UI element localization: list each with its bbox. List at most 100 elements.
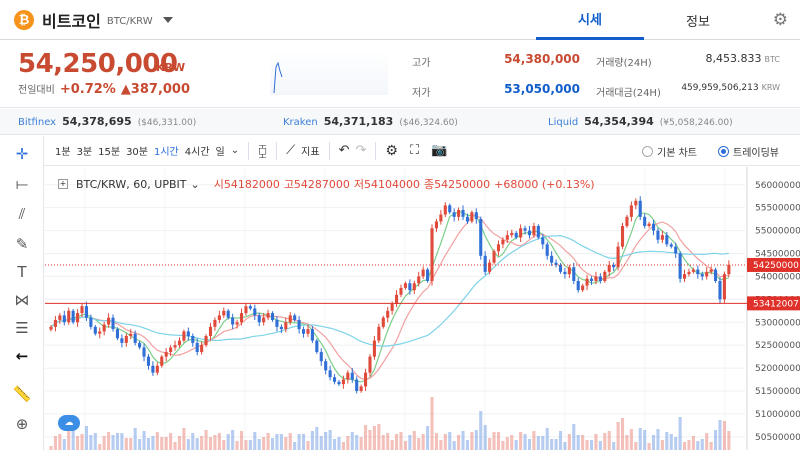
candle — [315, 340, 319, 353]
candle — [377, 326, 381, 341]
trend-line-icon[interactable]: ⟝ — [15, 175, 29, 193]
candle — [678, 253, 682, 279]
volume-bar — [71, 427, 75, 450]
candle — [421, 269, 425, 277]
price-unit: KRW — [156, 61, 186, 74]
indicator-button[interactable]: 지표 — [301, 147, 320, 158]
settings-icon[interactable]: ⚙ — [385, 142, 398, 159]
candle — [651, 223, 656, 231]
volume-bar — [364, 425, 368, 450]
candle — [567, 267, 571, 275]
volume-bar — [49, 446, 53, 450]
interval-3m[interactable]: 3분 — [76, 147, 93, 158]
camera-icon[interactable]: 📷 — [431, 143, 448, 158]
fullscreen-icon[interactable]: ⛶ — [409, 143, 420, 158]
candle — [665, 235, 669, 245]
price-tick-label: 53000000 — [755, 318, 800, 328]
volume-bar — [634, 442, 638, 450]
candle — [288, 315, 292, 323]
candle — [439, 214, 443, 222]
exchange-foreign-price: (¥5,058,246.00) — [659, 118, 733, 128]
zoom-in-icon[interactable]: ⊕ — [15, 415, 29, 433]
undo-icon[interactable]: ↶ — [338, 143, 350, 158]
redo-icon[interactable]: ↷ — [355, 143, 367, 158]
candle — [612, 264, 616, 268]
brush-icon[interactable]: ✎ — [15, 235, 29, 253]
tradingview-option[interactable]: 트레이딩뷰 — [718, 144, 779, 159]
radio-basic-chart[interactable] — [642, 146, 653, 157]
volume-bar — [288, 433, 292, 450]
interval-30m[interactable]: 30분 — [126, 147, 148, 158]
candle — [603, 271, 607, 281]
exchange-item: Liquid 54,354,394 (¥5,058,246.00) — [548, 115, 733, 128]
candle — [426, 269, 430, 281]
volume-bar — [120, 433, 124, 450]
candle — [700, 274, 704, 277]
ruler-icon[interactable]: 📏 — [12, 385, 32, 403]
parallel-lines-icon[interactable]: ⫽ — [18, 205, 26, 223]
volume-bar — [567, 434, 571, 450]
detail-tabs: 시세 정보 — [536, 0, 752, 40]
candle — [53, 319, 57, 327]
volume-bar — [603, 433, 607, 450]
volume-bar — [222, 440, 226, 450]
volume-bar — [328, 430, 332, 450]
interval-4h[interactable]: 4시간 — [184, 147, 210, 158]
collapse-legend-icon[interactable]: + — [58, 179, 68, 189]
toolbar-divider — [328, 141, 330, 160]
interval-1h[interactable]: 1시간 — [154, 147, 179, 158]
gear-icon[interactable]: ⚙ — [772, 10, 788, 30]
indicator-icon[interactable]: ⟋ — [286, 143, 296, 158]
exchange-price: 54,354,394 — [584, 115, 654, 128]
basic-chart-option[interactable]: 기본 차트 — [642, 144, 697, 159]
volume-bar — [226, 434, 230, 450]
arrow-left-icon[interactable]: ← — [15, 347, 29, 365]
candle — [111, 317, 115, 330]
radio-tradingview[interactable] — [718, 146, 729, 157]
volume-bar — [492, 432, 496, 450]
candle — [186, 331, 190, 336]
candle — [550, 255, 554, 263]
candle — [696, 269, 700, 275]
volume-bar — [146, 438, 151, 450]
exchange-foreign-price: ($46,324.60) — [399, 118, 458, 128]
candle — [395, 294, 399, 304]
tab-market-price[interactable]: 시세 — [536, 0, 644, 40]
interval-day[interactable]: 일 — [215, 147, 225, 158]
price-chart[interactable]: 56000000 55500000 55000000 54500000 54000000… — [45, 167, 800, 450]
price-tick-label: 55500000 — [755, 204, 800, 214]
volume-bar — [563, 442, 567, 450]
pattern-icon[interactable]: ⋈ — [14, 291, 30, 309]
tab-info[interactable]: 정보 — [686, 14, 710, 30]
text-icon[interactable]: T — [17, 263, 27, 281]
candle — [448, 205, 452, 213]
chevron-down-icon[interactable]: ⌄ — [230, 145, 240, 156]
volume-bar — [173, 442, 177, 450]
chevron-down-icon[interactable] — [162, 16, 173, 23]
volume-bar — [164, 437, 168, 450]
volume-bar — [155, 432, 159, 450]
fib-icon[interactable]: ☰ — [15, 319, 29, 337]
candle — [84, 306, 88, 318]
candle — [616, 246, 620, 268]
chevron-down-icon[interactable]: ⌄ — [190, 177, 200, 191]
tradingview-label: 트레이딩뷰 — [733, 148, 779, 159]
price-tick-label: 51000000 — [755, 410, 800, 420]
price-tick-label: 56000000 — [755, 181, 800, 191]
cloud-icon[interactable]: ☁ — [58, 415, 80, 431]
interval-15m[interactable]: 15분 — [98, 147, 121, 158]
support-price-tag — [747, 296, 800, 311]
volume-bar — [284, 437, 288, 450]
candle — [488, 262, 492, 272]
candle-type-icon[interactable]: ⧮ — [258, 142, 268, 159]
volume-bar — [541, 436, 545, 450]
interval-1m[interactable]: 1분 — [55, 147, 71, 158]
crosshair-icon[interactable]: ✛ — [15, 145, 29, 163]
coin-header: ₿ 비트코인 BTC/KRW 시세 정보 ⚙ — [0, 0, 800, 40]
volume-bar — [691, 436, 695, 450]
volume-bar — [718, 420, 722, 450]
candle — [691, 269, 695, 272]
volume-bar — [231, 430, 235, 450]
volume-bar — [332, 439, 337, 450]
candle — [545, 244, 549, 256]
